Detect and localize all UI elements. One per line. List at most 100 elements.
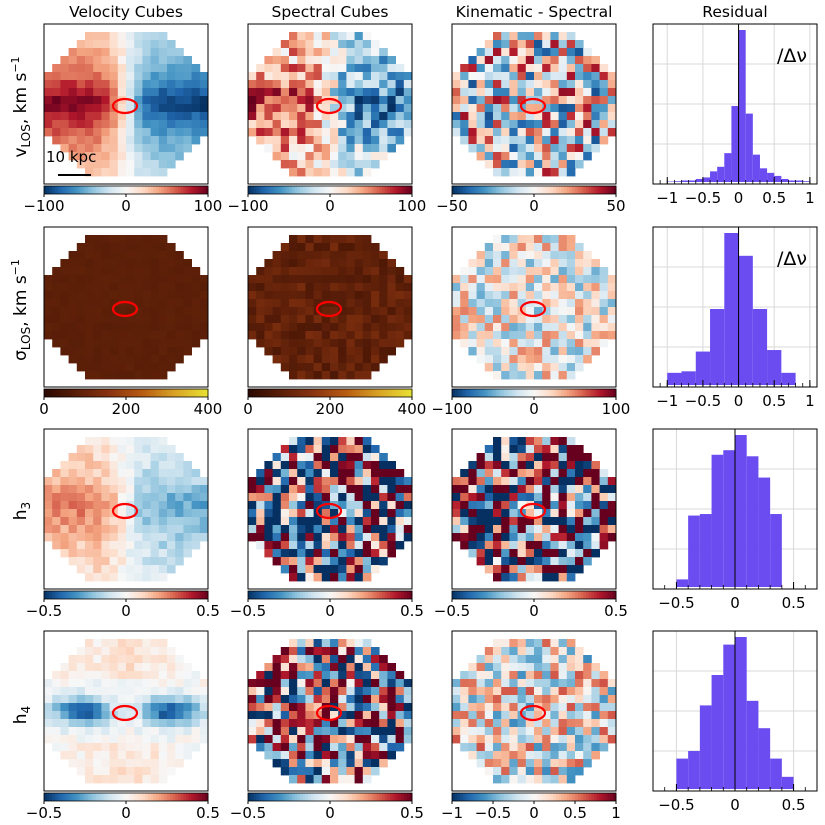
map-pixel (313, 671, 323, 680)
map-pixel (256, 307, 265, 316)
map-pixel (85, 48, 94, 57)
colorbar-segment (547, 591, 551, 599)
colorbar-segment (321, 186, 326, 194)
map-pixel (395, 120, 405, 129)
map-pixel (126, 323, 135, 332)
map-pixel (272, 88, 282, 97)
map-pixel (101, 128, 110, 137)
map-pixel (256, 679, 265, 688)
map-pixel (387, 485, 396, 494)
map-pixel (330, 355, 339, 364)
map-pixel (354, 525, 364, 534)
map-pixel (313, 565, 323, 574)
map-pixel (550, 525, 559, 534)
map-pixel (484, 64, 494, 73)
colorbar-segment (128, 793, 132, 801)
colorbar-tick-label: 0.5 (604, 602, 628, 620)
map-pixel (68, 525, 78, 534)
hex-map (451, 428, 617, 590)
map-pixel (509, 485, 518, 494)
map-pixel (330, 751, 339, 760)
colorbar-segment (534, 591, 538, 599)
map-pixel (248, 719, 257, 728)
map-pixel (289, 299, 298, 308)
map-pixel (126, 541, 135, 550)
map-pixel (264, 315, 273, 324)
colorbar-segment (74, 389, 78, 397)
colorbar-segment (49, 186, 53, 194)
map-pixel (379, 152, 388, 161)
colorbar-segment (136, 591, 141, 599)
map-pixel (167, 493, 176, 502)
map-pixel (289, 96, 298, 105)
colorbar-segment (613, 591, 617, 599)
map-pixel (199, 307, 209, 316)
map-pixel (150, 687, 160, 696)
map-pixel (150, 128, 160, 137)
map-pixel (338, 128, 347, 137)
map-pixel (126, 56, 135, 65)
map-pixel (76, 727, 86, 736)
map-pixel (346, 267, 355, 276)
colorbar-segment (291, 793, 295, 801)
colorbar-segment (205, 793, 209, 801)
map-pixel (183, 509, 192, 518)
hist-bar (788, 180, 796, 182)
map-pixel (117, 767, 127, 776)
map-pixel (371, 557, 380, 566)
map-pixel (321, 639, 331, 648)
map-pixel (134, 160, 143, 169)
map-pixel (338, 32, 347, 41)
map-pixel (558, 525, 568, 534)
map-pixel (525, 557, 535, 566)
map-pixel (101, 88, 110, 97)
map-pixel (289, 88, 298, 97)
colorbar: −0.5 0 0.5 (26, 590, 220, 620)
map-pixel (52, 136, 61, 145)
map-pixel (501, 267, 510, 276)
map-pixel (501, 541, 510, 550)
map-pixel (550, 363, 559, 372)
map-pixel (501, 445, 510, 454)
map-pixel (501, 128, 510, 137)
map-pixel (395, 267, 405, 276)
map-pixel (558, 112, 568, 121)
colorbar-segment (387, 389, 391, 397)
map-pixel (264, 461, 273, 470)
map-pixel (117, 759, 127, 768)
map-pixel (501, 347, 510, 356)
colorbar-segment (327, 186, 331, 194)
map-pixel (599, 331, 609, 340)
map-pixel (591, 315, 600, 324)
map-pixel (248, 695, 257, 704)
colorbar-tick-label: 100 (194, 197, 223, 215)
map-pixel (183, 663, 192, 672)
map-pixel (313, 719, 323, 728)
map-pixel (93, 501, 102, 510)
map-pixel (167, 259, 176, 268)
map-pixel (534, 48, 543, 57)
map-pixel (371, 112, 380, 121)
map-pixel (142, 437, 151, 446)
map-pixel (85, 533, 94, 542)
map-pixel (493, 549, 502, 558)
map-pixel (476, 517, 486, 526)
map-pixel (338, 647, 347, 656)
map-pixel (371, 461, 380, 470)
map-pixel (583, 128, 592, 137)
colorbar-segment (476, 793, 480, 801)
colorbar-segment (594, 389, 598, 397)
map-pixel (346, 96, 355, 105)
map-pixel (158, 64, 168, 73)
map-pixel (379, 291, 388, 300)
hist-bar (681, 371, 696, 385)
map-pixel (68, 541, 78, 550)
map-pixel (330, 72, 339, 81)
map-pixel (517, 235, 527, 244)
map-pixel (85, 751, 94, 760)
map-pixel (501, 743, 510, 752)
map-pixel (93, 371, 102, 380)
map-pixel (542, 703, 551, 712)
map-pixel (534, 565, 543, 574)
map-pixel (371, 355, 380, 364)
